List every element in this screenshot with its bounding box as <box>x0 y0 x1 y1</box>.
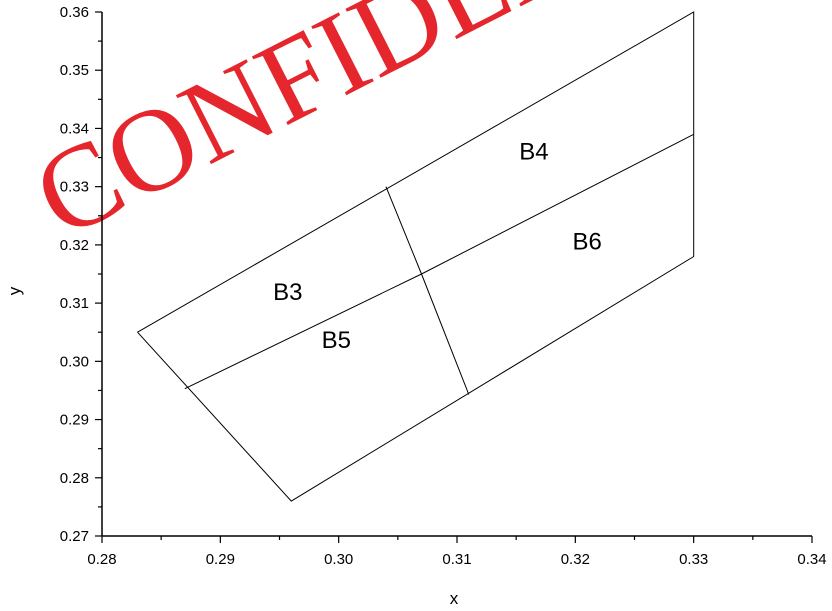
y-axis: 0.27 0.28 0.29 0.30 0.31 0.32 0.33 0.34 0.35 0.36 <box>60 4 103 545</box>
y-tick-label: 0.29 <box>60 412 89 429</box>
region-label-b5: B5 <box>322 327 351 354</box>
y-tick-label: 0.33 <box>60 179 89 196</box>
y-tick-label: 0.35 <box>60 62 89 79</box>
y-tick-label: 0.27 <box>60 528 89 545</box>
confidential-watermark: CONFIDENTIAL <box>14 0 832 263</box>
x-tick-label: 0.34 <box>797 551 826 568</box>
x-tick-label: 0.33 <box>679 551 708 568</box>
region-label-b4: B4 <box>519 138 548 165</box>
region-boundary-1 <box>137 11 695 502</box>
region-label-b6: B6 <box>572 229 601 256</box>
x-axis-title: x <box>450 589 459 608</box>
y-tick-label: 0.32 <box>60 237 89 254</box>
y-tick-label: 0.34 <box>60 120 89 137</box>
region-boundary-3 <box>385 186 470 395</box>
x-tick-label: 0.31 <box>442 551 471 568</box>
x-tick-label: 0.28 <box>87 551 116 568</box>
region-label-b3: B3 <box>273 279 302 306</box>
y-tick-label: 0.28 <box>60 470 89 487</box>
x-tick-label: 0.30 <box>324 551 353 568</box>
x-axis: 0.28 0.29 0.30 0.31 0.32 0.33 0.34 <box>87 535 827 568</box>
y-axis-title: y <box>5 286 24 295</box>
x-tick-label: 0.29 <box>206 551 235 568</box>
y-tick-label: 0.30 <box>60 353 89 370</box>
x-tick-label: 0.32 <box>561 551 590 568</box>
plot-area: B3 B4 B5 B6 <box>137 11 695 502</box>
y-tick-label: 0.36 <box>60 4 89 21</box>
y-tick-label: 0.31 <box>60 295 89 312</box>
